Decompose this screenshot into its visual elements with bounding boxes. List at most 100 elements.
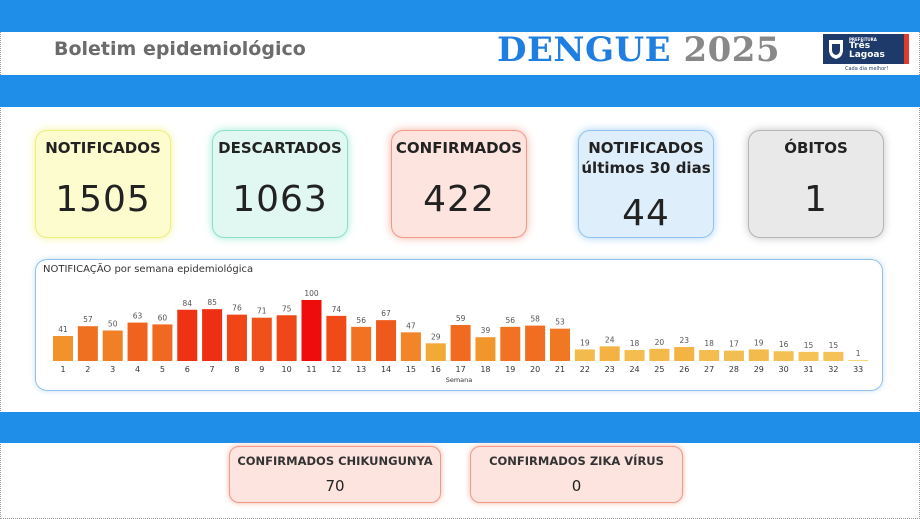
data-label: 16: [779, 340, 789, 349]
kpi-notificados: NOTIFICADOS 1505: [35, 130, 171, 238]
x-tick-label: 7: [210, 365, 215, 374]
bar-week-23[interactable]: [599, 346, 620, 361]
lower-band: [0, 412, 920, 443]
data-label: 59: [456, 314, 466, 323]
bar-week-30[interactable]: [773, 351, 794, 361]
bar-week-29[interactable]: [748, 349, 769, 361]
bar-week-33[interactable]: [848, 360, 869, 361]
logo-tagline: Cada dia melhor!: [845, 66, 889, 72]
prefeitura-logo[interactable]: PREFEITURA Três Lagoas Cada dia melhor!: [823, 34, 909, 74]
x-tick-label: 2: [85, 365, 90, 374]
x-tick-label: 11: [306, 365, 316, 374]
bar-week-31[interactable]: [798, 351, 819, 361]
data-label: 23: [679, 336, 689, 345]
data-label: 29: [431, 332, 441, 341]
x-tick-label: 1: [60, 365, 65, 374]
bar-week-5[interactable]: [152, 324, 173, 361]
card-zika: CONFIRMADOS ZIKA VÍRUS 0: [470, 446, 683, 503]
x-tick-label: 8: [234, 365, 239, 374]
kpi-label: DESCARTADOS: [218, 139, 342, 157]
data-label: 15: [804, 341, 814, 350]
data-label: 74: [332, 305, 342, 314]
bar-week-17[interactable]: [450, 325, 471, 361]
bar-week-6[interactable]: [177, 309, 198, 361]
x-tick-label: 26: [679, 365, 689, 374]
bar-week-20[interactable]: [525, 325, 546, 361]
x-tick-label: 15: [406, 365, 416, 374]
x-tick-label: 30: [779, 365, 789, 374]
card-label: CONFIRMADOS CHIKUNGUNYA: [237, 454, 433, 468]
x-tick-label: 28: [729, 365, 739, 374]
logo-box: PREFEITURA Três Lagoas: [823, 34, 909, 64]
bar-week-24[interactable]: [624, 350, 645, 361]
kpi-obitos: ÓBITOS 1: [748, 130, 884, 238]
data-label: 56: [506, 316, 516, 325]
data-label: 50: [108, 320, 118, 329]
page-title: Boletim epidemiológico: [54, 38, 306, 60]
bar-week-21[interactable]: [550, 328, 570, 361]
bar-week-12[interactable]: [326, 315, 347, 361]
weekly-chart-card: NOTIFICAÇÃO por semana epidemiológica 41…: [35, 259, 883, 391]
bar-week-22[interactable]: [574, 349, 595, 361]
data-label: 57: [83, 315, 93, 324]
data-label: 84: [182, 299, 192, 308]
x-tick-label: 20: [530, 365, 540, 374]
bar-week-25[interactable]: [649, 348, 670, 361]
card-chikungunya: CONFIRMADOS CHIKUNGUNYA 70: [229, 446, 441, 503]
bar-week-3[interactable]: [102, 330, 123, 362]
x-tick-label: 12: [331, 365, 341, 374]
year-text: 2025: [683, 30, 781, 70]
kpi-sublabel: últimos 30 dias: [581, 159, 711, 177]
data-label: 63: [133, 312, 143, 321]
data-label: 56: [356, 316, 366, 325]
data-label: 53: [555, 318, 565, 327]
card-label: CONFIRMADOS ZIKA VÍRUS: [489, 454, 664, 468]
x-tick-label: 6: [185, 365, 190, 374]
x-tick-label: 17: [456, 365, 466, 374]
kpi-label: NOTIFICADOS: [45, 139, 161, 157]
x-tick-label: 19: [505, 365, 515, 374]
dengue-word: DENGUE: [497, 30, 672, 70]
bar-week-1[interactable]: [53, 335, 73, 361]
data-label: 67: [381, 309, 391, 318]
x-tick-label: 22: [580, 365, 590, 374]
bar-week-14[interactable]: [376, 320, 397, 361]
bar-week-2[interactable]: [77, 326, 98, 361]
data-label: 100: [304, 289, 319, 298]
bar-week-4[interactable]: [127, 322, 148, 361]
x-tick-label: 27: [704, 365, 714, 374]
bar-week-15[interactable]: [400, 332, 421, 361]
data-label: 20: [655, 338, 665, 347]
data-label: 47: [406, 321, 416, 330]
x-tick-label: 25: [654, 365, 664, 374]
chart-title: NOTIFICAÇÃO por semana epidemiológica: [43, 264, 254, 275]
bar-week-26[interactable]: [674, 346, 695, 361]
bar-week-7[interactable]: [202, 309, 223, 361]
x-tick-label: 9: [259, 365, 264, 374]
kpi-value: 44: [622, 193, 670, 234]
data-label: 18: [630, 339, 640, 348]
bar-week-10[interactable]: [276, 315, 297, 361]
bar-week-18[interactable]: [475, 337, 496, 361]
bar-week-16[interactable]: [425, 343, 446, 361]
kpi-confirmados: CONFIRMADOS 422: [391, 130, 527, 238]
data-label: 85: [207, 298, 217, 307]
middle-band: [0, 75, 920, 107]
bar-week-13[interactable]: [351, 326, 372, 361]
bar-week-27[interactable]: [699, 350, 720, 361]
bar-week-11[interactable]: [301, 300, 322, 361]
logo-name: Três Lagoas: [849, 41, 885, 60]
crest-icon: [829, 40, 843, 59]
data-label: 41: [58, 325, 68, 334]
bar-week-8[interactable]: [226, 314, 247, 361]
kpi-value: 1: [804, 179, 828, 220]
bar-week-28[interactable]: [723, 350, 744, 361]
x-tick-label: 3: [110, 365, 115, 374]
bar-week-9[interactable]: [251, 317, 272, 361]
kpi-label: ÓBITOS: [784, 139, 848, 157]
data-label: 39: [481, 326, 491, 335]
kpi-descartados: DESCARTADOS 1063: [212, 130, 348, 238]
bar-week-32[interactable]: [823, 351, 844, 361]
bar-week-19[interactable]: [500, 326, 521, 361]
x-tick-label: 24: [629, 365, 639, 374]
